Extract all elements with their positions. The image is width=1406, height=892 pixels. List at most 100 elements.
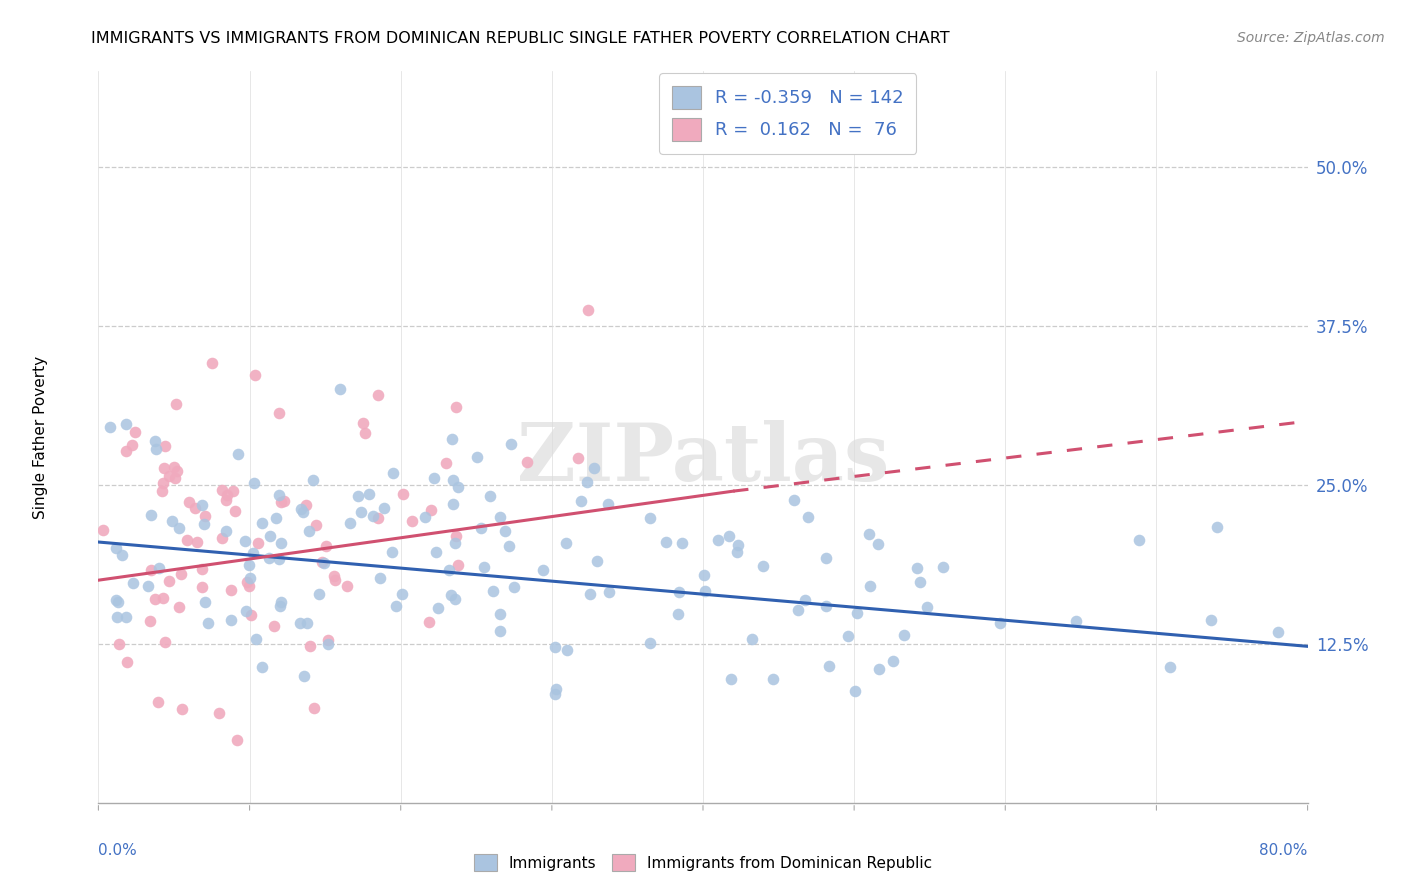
- Point: [143, 434, 166, 448]
- Point: [489, 624, 512, 638]
- Point: [783, 493, 806, 508]
- Point: [153, 461, 176, 475]
- Point: [425, 545, 447, 559]
- Point: [238, 579, 260, 593]
- Point: [858, 526, 880, 541]
- Point: [893, 627, 915, 641]
- Point: [654, 534, 676, 549]
- Point: [167, 521, 190, 535]
- Point: [107, 595, 129, 609]
- Point: [797, 510, 820, 524]
- Point: [361, 508, 384, 523]
- Point: [576, 475, 599, 490]
- Point: [124, 425, 146, 440]
- Point: [1267, 624, 1289, 639]
- Point: [305, 518, 328, 533]
- Point: [194, 508, 217, 523]
- Point: [693, 567, 716, 582]
- Point: [391, 587, 413, 601]
- Point: [153, 439, 176, 453]
- Point: [157, 468, 180, 483]
- Point: [115, 443, 138, 458]
- Point: [148, 561, 170, 575]
- Point: [292, 669, 315, 683]
- Point: [727, 538, 749, 552]
- Point: [717, 529, 740, 543]
- Point: [225, 732, 247, 747]
- Point: [143, 591, 166, 606]
- Point: [725, 545, 748, 559]
- Point: [582, 460, 605, 475]
- Point: [224, 504, 246, 518]
- Point: [1206, 520, 1229, 534]
- Point: [115, 417, 138, 431]
- Point: [312, 556, 335, 570]
- Point: [695, 583, 717, 598]
- Point: [434, 456, 457, 470]
- Point: [418, 615, 440, 630]
- Point: [441, 432, 464, 446]
- Point: [531, 563, 554, 577]
- Point: [373, 501, 395, 516]
- Point: [115, 655, 138, 669]
- Point: [793, 593, 815, 607]
- Point: [104, 541, 127, 556]
- Point: [217, 488, 239, 502]
- Point: [298, 639, 321, 653]
- Point: [382, 466, 405, 480]
- Point: [1199, 613, 1222, 627]
- Point: [907, 561, 929, 575]
- Point: [150, 484, 173, 499]
- Point: [1159, 659, 1181, 673]
- Point: [311, 555, 333, 569]
- Point: [578, 303, 600, 318]
- Legend: Immigrants, Immigrants from Dominican Republic: Immigrants, Immigrants from Dominican Re…: [468, 848, 938, 877]
- Point: [988, 615, 1011, 630]
- Point: [516, 455, 538, 469]
- Point: [441, 497, 464, 511]
- Point: [98, 420, 121, 434]
- Point: [295, 498, 318, 512]
- Point: [638, 511, 661, 525]
- Point: [882, 654, 904, 668]
- Point: [166, 464, 188, 478]
- Point: [245, 632, 267, 647]
- Point: [236, 575, 259, 590]
- Point: [160, 514, 183, 528]
- Point: [157, 574, 180, 588]
- Point: [437, 563, 460, 577]
- Point: [467, 450, 489, 465]
- Point: [122, 575, 145, 590]
- Point: [385, 599, 408, 613]
- Point: [121, 438, 143, 452]
- Point: [544, 640, 567, 654]
- Point: [179, 494, 201, 508]
- Point: [585, 554, 607, 568]
- Point: [859, 579, 882, 593]
- Text: Source: ZipAtlas.com: Source: ZipAtlas.com: [1237, 31, 1385, 45]
- Point: [105, 610, 128, 624]
- Point: [419, 503, 441, 517]
- Point: [1128, 533, 1150, 548]
- Point: [211, 483, 233, 498]
- Point: [488, 607, 510, 621]
- Point: [201, 356, 224, 370]
- Point: [238, 558, 260, 573]
- Point: [352, 416, 374, 430]
- Point: [347, 489, 370, 503]
- Point: [444, 400, 467, 414]
- Point: [444, 592, 467, 607]
- Point: [183, 500, 205, 515]
- Point: [786, 603, 808, 617]
- Text: ZIPatlas: ZIPatlas: [517, 420, 889, 498]
- Point: [259, 528, 281, 542]
- Point: [170, 701, 193, 715]
- Point: [93, 523, 115, 537]
- Legend: R = -0.359   N = 142, R =  0.162   N =  76: R = -0.359 N = 142, R = 0.162 N = 76: [659, 73, 917, 153]
- Point: [494, 524, 516, 538]
- Point: [269, 552, 291, 566]
- Point: [269, 599, 291, 613]
- Text: 0.0%: 0.0%: [98, 843, 138, 858]
- Point: [316, 637, 339, 651]
- Point: [302, 701, 325, 715]
